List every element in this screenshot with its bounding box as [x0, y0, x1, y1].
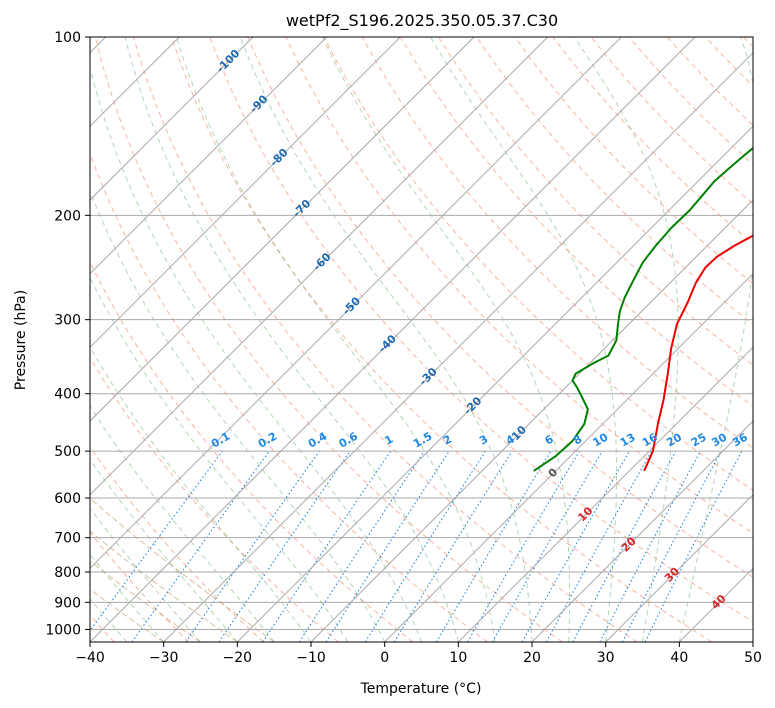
isotherm-line [90, 37, 328, 275]
chart-title: wetPf2_S196.2025.350.05.37.C30 [286, 11, 558, 31]
x-tick-label: −40 [75, 650, 105, 666]
dry-adiabat [90, 152, 488, 642]
mixing-ratio-line [545, 450, 653, 642]
mixing-ratio-line [218, 450, 351, 642]
sounding-profiles [533, 146, 753, 472]
mixing-ratio-line [521, 450, 630, 642]
mixing-ratio-line [131, 450, 270, 642]
moist-adiabat [90, 65, 422, 642]
isotherm-line [384, 272, 753, 642]
theta-e-curve [90, 588, 165, 642]
moist-adiabat [90, 553, 165, 642]
isotherm-line [310, 199, 753, 642]
mixing-ratio-line [644, 450, 743, 642]
mixing-ratio-line [185, 450, 320, 642]
x-tick-label: 50 [744, 650, 762, 666]
moist-adiabat [322, 37, 571, 642]
isotherm-line [236, 125, 753, 642]
y-tick-label: 400 [54, 387, 81, 403]
isotherm-line [90, 37, 549, 496]
skewed-isotherms [90, 37, 753, 642]
y-tick-label: 600 [54, 491, 81, 507]
temperature-profile [643, 234, 753, 472]
moist-adiabat [90, 276, 349, 642]
isotherm-line [90, 37, 475, 422]
moist-adiabats [90, 37, 753, 642]
dry-adiabat [90, 531, 190, 642]
isotherm-line [90, 37, 254, 201]
dry-adiabat [514, 37, 753, 285]
dry-adiabat [361, 37, 753, 449]
y-tick-label: 200 [54, 208, 81, 224]
x-tick-label: 30 [597, 650, 615, 666]
y-axis-ticks: 100 200 300 400 500 600 700 800 900 1000 [45, 30, 90, 638]
isotherm-line [90, 37, 696, 642]
mixing-ratio-line [90, 450, 223, 632]
mixing-ratio-line [298, 450, 425, 642]
plot-frame [89, 36, 754, 643]
x-tick-label: 20 [523, 650, 541, 666]
x-axis-ticks: −40 −30 −20 −10 0 10 20 30 40 50 [75, 642, 762, 666]
dry-adiabat [90, 446, 264, 642]
moist-adiabat [574, 37, 679, 642]
dry-adiabat [132, 37, 638, 642]
y-tick-label: 100 [54, 30, 81, 46]
moist-adiabat [90, 458, 238, 642]
y-tick-label: 500 [54, 444, 81, 460]
isotherm-line [605, 493, 753, 642]
isotherm-line [531, 420, 753, 642]
moist-adiabat [124, 37, 459, 642]
mixing-ratio-line [325, 450, 450, 642]
x-tick-label: −10 [296, 650, 326, 666]
moist-adiabat [430, 37, 617, 642]
x-tick-label: −30 [149, 650, 179, 666]
moist-adiabat [90, 597, 128, 642]
dry-adiabat [90, 356, 339, 642]
mixing-ratio-lines [90, 450, 743, 642]
isotherm-line [457, 346, 753, 642]
y-axis-label: Pressure (hPa) [13, 290, 29, 390]
plot-area [90, 37, 753, 642]
moist-adiabat [175, 37, 496, 642]
mixing-ratio-line [393, 450, 513, 642]
y-tick-label: 700 [54, 531, 81, 547]
dewpoint-profile [533, 146, 753, 472]
moist-adiabat [90, 189, 386, 642]
moist-adiabat [239, 37, 533, 642]
x-tick-label: −20 [223, 650, 253, 666]
dry-adiabat [247, 37, 753, 578]
x-tick-label: 40 [670, 650, 688, 666]
mixing-ratio-line [262, 450, 392, 642]
dry-adiabat [94, 37, 563, 642]
theta-e-curve [90, 560, 201, 642]
mixing-ratio-line [572, 450, 677, 642]
isotherm-line [90, 37, 622, 570]
y-tick-label: 800 [54, 565, 81, 581]
y-tick-label: 300 [54, 313, 81, 329]
dry-adiabat [209, 37, 753, 623]
x-axis-label: Temperature (°C) [360, 681, 482, 697]
isotherm-line [90, 37, 401, 349]
isobar-gridlines [90, 37, 753, 630]
x-tick-label: 10 [449, 650, 467, 666]
y-tick-label: 900 [54, 595, 81, 611]
x-tick-label: 0 [380, 650, 389, 666]
isotherm-line [163, 51, 753, 642]
theta-e-curve [90, 530, 238, 642]
y-tick-label: 1000 [45, 622, 81, 638]
dry-adiabat [399, 37, 753, 407]
